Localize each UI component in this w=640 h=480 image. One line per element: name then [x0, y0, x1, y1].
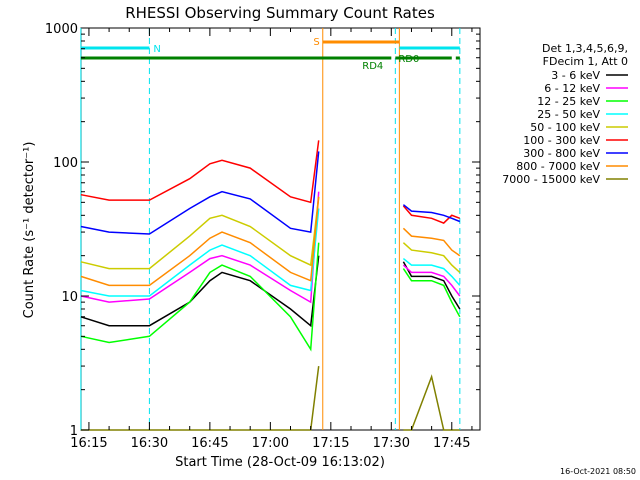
series-line	[80, 242, 320, 352]
legend-header: Det 1,3,4,5,6,9,	[542, 42, 628, 55]
series-line	[80, 196, 320, 270]
series-line	[80, 151, 320, 235]
series-line	[80, 255, 320, 328]
x-tick-label: 16:45	[191, 436, 228, 451]
y-tick-label: 10	[61, 290, 78, 305]
x-tick-label: 16:30	[131, 436, 168, 451]
legend-entry-label: 800 - 7000 keV	[516, 160, 600, 173]
legend-entry-label: 3 - 6 keV	[551, 69, 600, 82]
legend-entry-label: 7000 - 15000 keV	[502, 173, 600, 186]
chart-title: RHESSI Observing Summary Count Rates	[125, 4, 435, 22]
series-line	[80, 196, 320, 287]
y-axis: 1 10 100 1000	[45, 22, 480, 439]
series-line	[402, 268, 461, 318]
series-line	[80, 140, 320, 204]
timestamp: 16-Oct-2021 08:50	[560, 467, 636, 476]
legend-entry-label: 25 - 50 keV	[537, 108, 600, 121]
series-line	[402, 264, 461, 297]
x-axis-label: Start Time (28-Oct-09 16:13:02)	[175, 455, 385, 470]
y-tick-label: 100	[53, 156, 78, 171]
x-tick-label: 17:00	[252, 436, 289, 451]
legend-entry-label: 100 - 300 keV	[523, 134, 600, 147]
legend-entry-label: 300 - 800 keV	[523, 147, 600, 160]
state-bar-label: RD0	[398, 54, 419, 65]
series-line	[80, 366, 320, 431]
legend-entry-label: 6 - 12 keV	[544, 82, 600, 95]
state-bar-label: S	[313, 37, 319, 48]
y-tick-label: 1000	[45, 22, 78, 37]
plot-frame	[80, 27, 481, 431]
state-bar-label: N	[153, 44, 160, 55]
legend-entry-label: 12 - 25 keV	[537, 95, 600, 108]
x-tick-label: 16:15	[70, 436, 107, 451]
plot-area: N S RD4 RD0	[80, 27, 481, 431]
x-tick-label: 17:45	[433, 436, 470, 451]
series-line	[402, 205, 461, 224]
series-line	[80, 191, 320, 304]
legend-entry-label: 50 - 100 keV	[530, 121, 600, 134]
state-bar-label: RD4	[362, 61, 383, 72]
legend-header: FDecim 1, Att 0	[543, 55, 628, 68]
y-axis-label: Count Rate (s⁻¹ detector⁻¹)	[22, 142, 37, 319]
series-line	[403, 374, 460, 431]
series-line	[402, 204, 461, 223]
series-line	[402, 242, 461, 273]
series-line	[80, 208, 320, 297]
series-line	[402, 227, 461, 257]
x-tick-label: 17:15	[312, 436, 349, 451]
series-line	[402, 261, 461, 310]
y-tick-label: 1	[70, 424, 78, 439]
x-tick-label: 17:30	[373, 436, 410, 451]
series-line	[402, 258, 461, 286]
x-axis: 16:15 16:30 16:45 17:00 17:15 17:30 17:45	[70, 28, 473, 451]
legend: Det 1,3,4,5,6,9,FDecim 1, Att 03 - 6 keV…	[502, 42, 628, 186]
